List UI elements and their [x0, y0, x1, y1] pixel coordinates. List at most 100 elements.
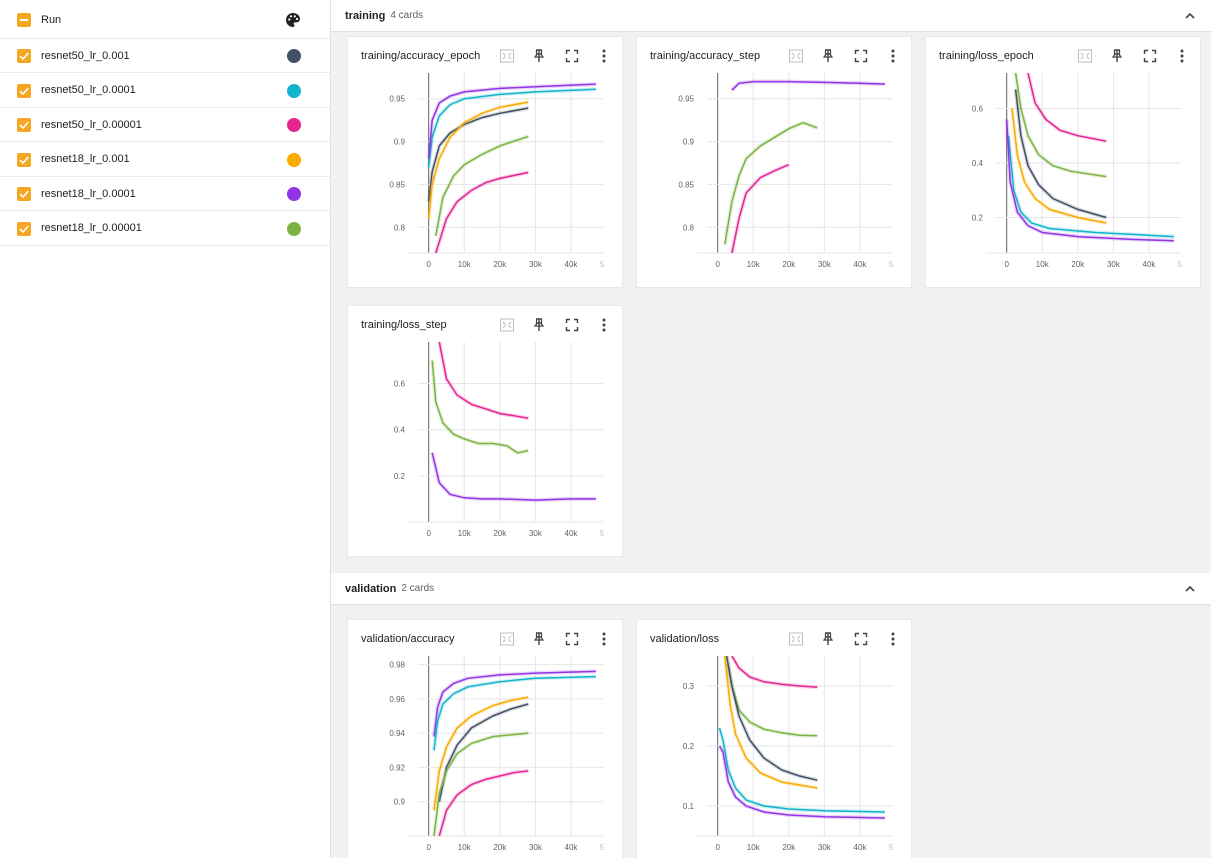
series-line	[427, 107, 529, 202]
run-label: resnet50_lr_0.00001	[41, 118, 142, 131]
chart-plot[interactable]: 0.6 0.4 0.2 0 10k 20k 30k 40k 5	[926, 69, 1196, 269]
fullscreen-icon[interactable]	[853, 631, 869, 647]
x-tick-label: 20k	[493, 843, 507, 852]
x-tick-label: 10k	[1036, 260, 1050, 269]
fullscreen-icon[interactable]	[564, 48, 580, 64]
series-line	[438, 770, 529, 836]
run-checkbox[interactable]	[17, 83, 31, 98]
pin-icon[interactable]	[820, 631, 836, 647]
series-line	[1014, 73, 1107, 178]
chart-plot[interactable]: 0.98 0.96 0.94 0.92 0.9 0 10k 20k 30k 40k 5	[348, 652, 618, 852]
x-tick-label: 5	[600, 260, 605, 269]
series-line	[725, 656, 818, 781]
pin-icon[interactable]	[531, 48, 547, 64]
more-vert-icon[interactable]	[1174, 48, 1190, 64]
palette-icon[interactable]	[285, 12, 301, 28]
run-label: resnet18_lr_0.001	[41, 153, 130, 165]
fullscreen-icon[interactable]	[1142, 48, 1158, 64]
x-tick-label: 40k	[565, 260, 579, 269]
expand-chart-icon[interactable]	[788, 631, 804, 647]
series-line	[431, 360, 529, 454]
pin-icon[interactable]	[531, 317, 547, 333]
section-header-training[interactable]: training 4 cards	[331, 0, 1211, 32]
series-line	[1007, 135, 1174, 238]
pin-icon[interactable]	[1109, 48, 1125, 64]
more-vert-icon[interactable]	[596, 317, 612, 333]
series-line	[731, 656, 818, 688]
y-tick-label: 0.8	[394, 223, 406, 232]
y-tick-label: 0.9	[394, 798, 406, 807]
checkmark-icon	[19, 87, 29, 95]
y-tick-label: 0.1	[683, 802, 695, 811]
run-checkbox[interactable]	[17, 221, 31, 236]
run-color-swatch[interactable]	[287, 221, 301, 236]
run-color-swatch[interactable]	[287, 49, 301, 63]
run-row[interactable]: resnet50_lr_0.0001	[0, 74, 330, 108]
run-checkbox[interactable]	[17, 187, 31, 201]
checkmark-icon	[19, 156, 29, 164]
y-tick-label: 0.85	[678, 180, 694, 189]
x-tick-label: 0	[715, 843, 720, 852]
run-row[interactable]: resnet50_lr_0.00001	[0, 108, 330, 142]
y-tick-label: 0.6	[394, 380, 406, 389]
fullscreen-icon[interactable]	[564, 317, 580, 333]
x-tick-label: 0	[715, 260, 720, 269]
x-tick-label: 40k	[565, 529, 579, 538]
fullscreen-icon[interactable]	[564, 631, 580, 647]
series-line	[427, 101, 529, 219]
chart-plot[interactable]: 0.6 0.4 0.2 0 10k 20k 30k 40k 5	[348, 338, 618, 538]
chart-plot[interactable]: 0.95 0.9 0.85 0.8 0 10k 20k 30k 40k 5	[637, 69, 907, 269]
run-row[interactable]: resnet18_lr_0.001	[0, 143, 330, 177]
run-color-swatch[interactable]	[287, 83, 301, 98]
more-vert-icon[interactable]	[596, 631, 612, 647]
more-vert-icon[interactable]	[596, 48, 612, 64]
series-line	[724, 656, 818, 789]
run-color-swatch[interactable]	[287, 152, 301, 167]
series-line	[1005, 119, 1174, 242]
expand-chart-icon[interactable]	[1077, 48, 1093, 64]
runs-header-label: Run	[41, 13, 62, 26]
expand-chart-icon[interactable]	[499, 631, 515, 647]
series-raw-line	[432, 674, 596, 751]
run-checkbox[interactable]	[17, 49, 31, 63]
expand-chart-icon[interactable]	[788, 48, 804, 64]
x-tick-label: 5	[600, 843, 605, 852]
more-vert-icon[interactable]	[885, 48, 901, 64]
run-label: resnet18_lr_0.00001	[41, 222, 142, 234]
series-line	[427, 88, 596, 168]
chart-plot[interactable]: 0.95 0.9 0.85 0.8 0 10k 20k 30k 40k 5	[348, 69, 618, 269]
chart-plot[interactable]: 0.3 0.2 0.1 0 10k 20k 30k 40k 5	[637, 652, 907, 852]
run-checkbox[interactable]	[17, 118, 31, 132]
run-color-swatch[interactable]	[287, 187, 301, 201]
series-raw-line	[432, 731, 529, 836]
x-tick-label: 30k	[529, 843, 543, 852]
run-row[interactable]: resnet18_lr_0.00001	[0, 212, 330, 246]
select-all-checkbox[interactable]	[17, 13, 31, 27]
series-line	[433, 670, 596, 737]
chevron-up-icon[interactable]	[1183, 9, 1197, 23]
series-line	[427, 83, 596, 159]
series-line	[1014, 89, 1107, 219]
chart-title: training/accuracy_epoch	[361, 50, 481, 62]
chevron-up-icon[interactable]	[1183, 582, 1197, 596]
more-vert-icon[interactable]	[885, 631, 901, 647]
pin-icon[interactable]	[531, 631, 547, 647]
chart-card: validation/accuracy 0.98 0.96 0.94 0.92 0.9 0 1…	[347, 619, 623, 858]
series-raw-line	[437, 342, 529, 421]
x-tick-label: 10k	[458, 260, 472, 269]
run-row[interactable]: resnet50_lr_0.001	[0, 39, 330, 73]
y-tick-label: 0.2	[394, 472, 406, 481]
series-line	[1027, 73, 1107, 142]
expand-chart-icon[interactable]	[499, 48, 515, 64]
run-checkbox[interactable]	[17, 152, 31, 167]
series-raw-line	[722, 656, 818, 790]
x-tick-label: 5	[1178, 260, 1183, 269]
run-color-swatch[interactable]	[287, 118, 301, 132]
section-header-validation[interactable]: validation 2 cards	[331, 573, 1211, 605]
x-tick-label: 5	[600, 529, 605, 538]
fullscreen-icon[interactable]	[853, 48, 869, 64]
expand-chart-icon[interactable]	[499, 317, 515, 333]
pin-icon[interactable]	[820, 48, 836, 64]
run-row[interactable]: resnet18_lr_0.0001	[0, 177, 330, 211]
